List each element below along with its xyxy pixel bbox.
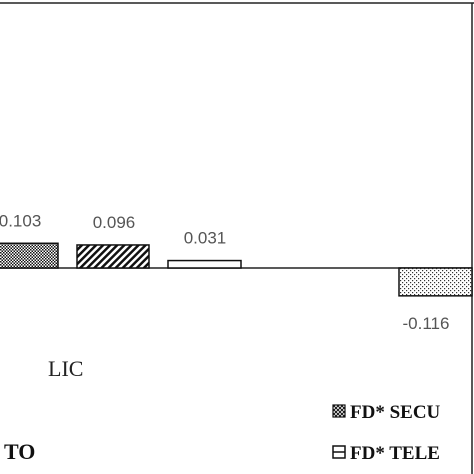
- legend-swatch-secu: [332, 404, 346, 418]
- bar-3: [167, 259, 242, 269]
- bar-1-value-label: 0.103: [0, 211, 41, 230]
- bar-3-value-label: 0.031: [184, 229, 227, 248]
- bar-2: [76, 244, 150, 269]
- legend-item-tele: FD* TELE: [332, 443, 440, 464]
- bar-4: [398, 267, 473, 297]
- bar-2-value-label: 0.096: [93, 213, 136, 232]
- legend-item-secu: FD* SECU: [332, 402, 441, 423]
- category-label-to: TO: [4, 439, 35, 464]
- legend-label-tele: FD* TELE: [350, 443, 440, 464]
- bars-group: [0, 242, 473, 297]
- legend-label-secu: FD* SECU: [350, 402, 441, 423]
- bar-4-value-label: -0.116: [403, 314, 450, 333]
- legend: FD* SECU FD* TELE: [332, 402, 441, 464]
- bar-1: [0, 242, 59, 269]
- category-label-lic: LIC: [48, 356, 83, 381]
- value-labels-group: 0.103 0.096 0.031 -0.116: [0, 211, 449, 333]
